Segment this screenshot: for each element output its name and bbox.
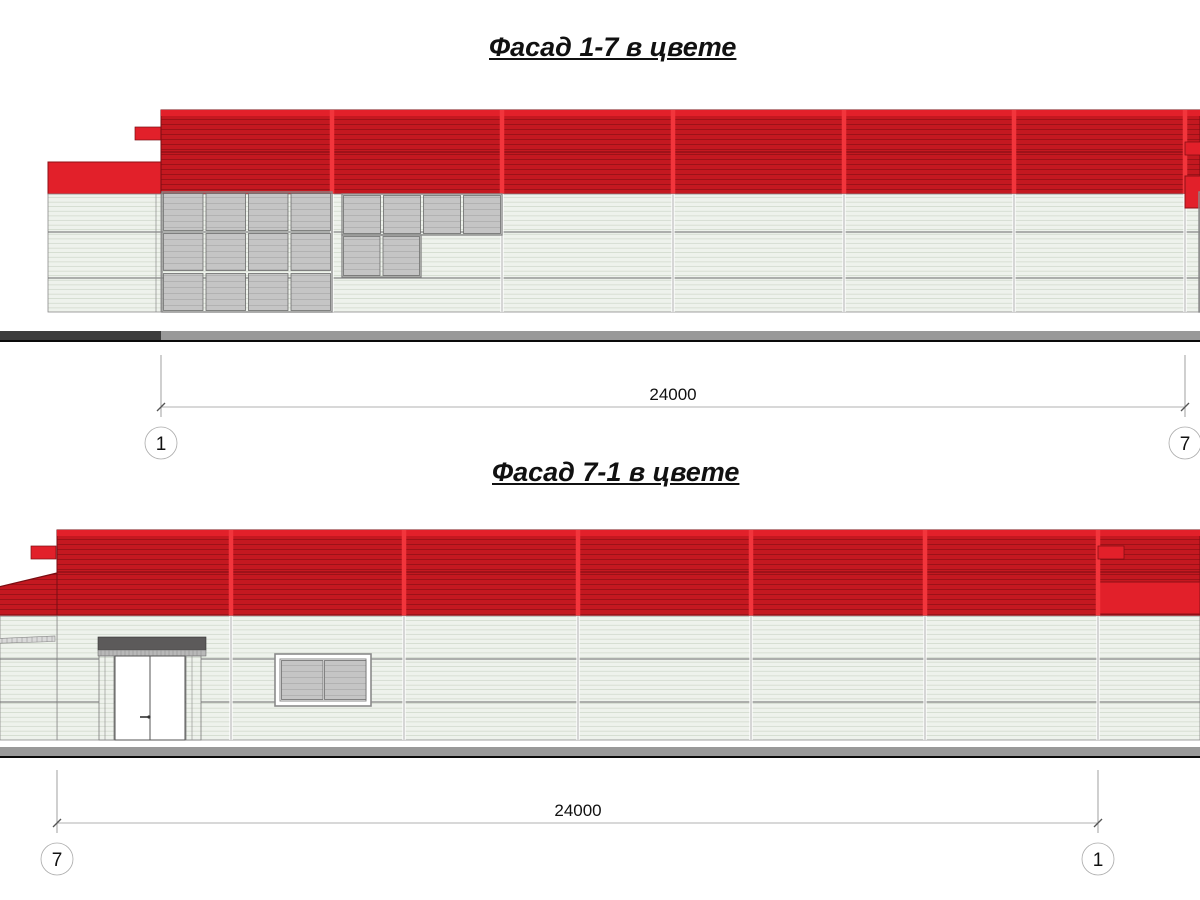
svg-text:7: 7: [1180, 434, 1191, 455]
svg-text:7: 7: [52, 850, 63, 871]
svg-text:24000: 24000: [649, 385, 696, 404]
svg-text:1: 1: [156, 434, 167, 455]
svg-text:24000: 24000: [554, 801, 601, 820]
svg-text:1: 1: [1093, 850, 1104, 871]
